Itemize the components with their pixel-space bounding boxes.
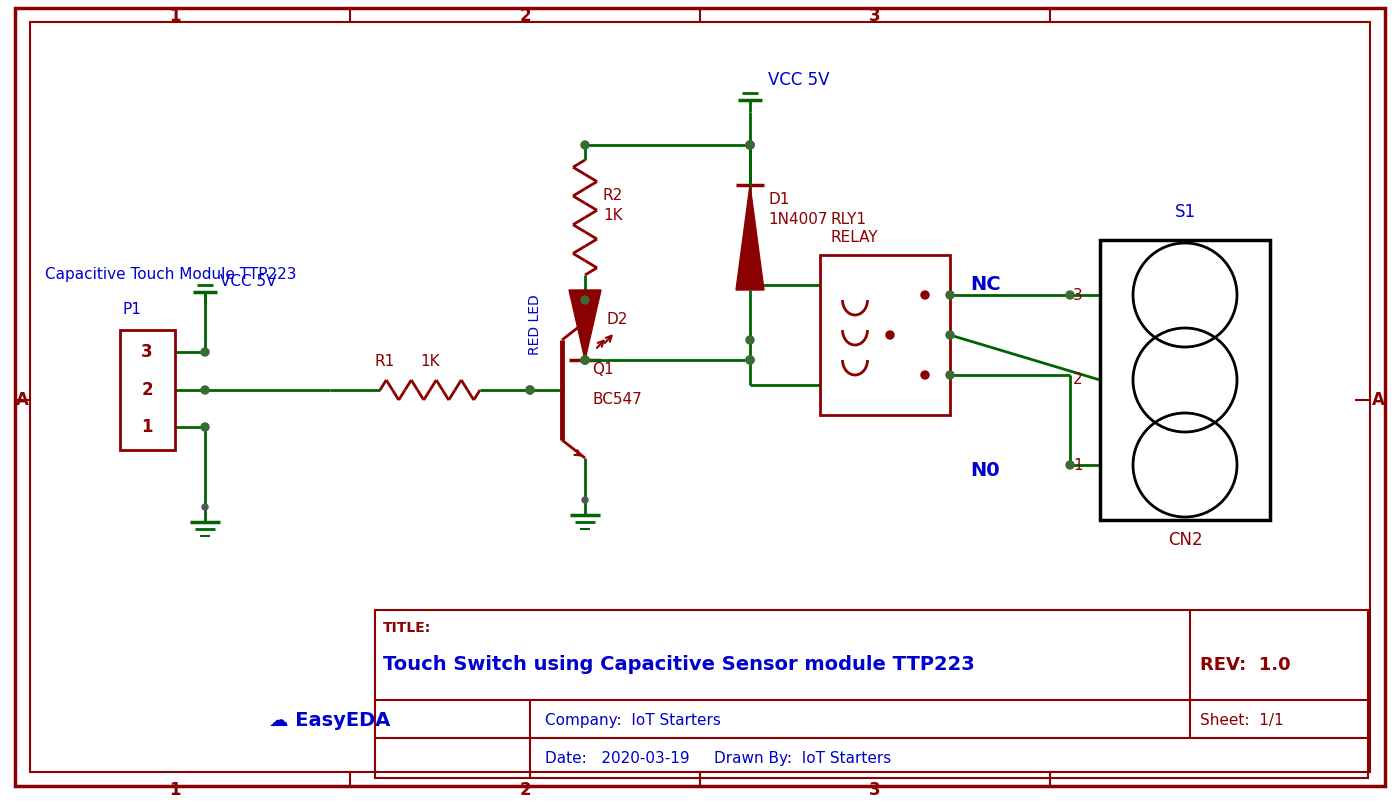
Circle shape: [746, 336, 755, 344]
Text: 3: 3: [141, 343, 153, 361]
Text: 2: 2: [141, 381, 153, 399]
Text: ☁ EasyEDA: ☁ EasyEDA: [269, 711, 391, 730]
Text: D2: D2: [608, 313, 629, 327]
Text: 1K: 1K: [603, 208, 623, 222]
Text: 1: 1: [169, 7, 181, 25]
Circle shape: [582, 497, 588, 503]
Circle shape: [746, 141, 755, 149]
Text: Sheet:  1/1: Sheet: 1/1: [1200, 712, 1284, 727]
Circle shape: [526, 386, 533, 394]
Circle shape: [581, 356, 589, 364]
Text: Capacitive Touch Module TTP223: Capacitive Touch Module TTP223: [45, 268, 297, 282]
Text: D1: D1: [769, 192, 790, 208]
Bar: [820, 255, 951, 415]
Circle shape: [946, 331, 953, 339]
Circle shape: [581, 356, 589, 364]
Text: VCC 5V: VCC 5V: [220, 274, 277, 290]
Text: RLY1: RLY1: [830, 213, 867, 228]
Bar: [120, 330, 175, 450]
Text: RED LED: RED LED: [528, 294, 542, 355]
Text: 2: 2: [519, 781, 531, 799]
Text: 1N4007: 1N4007: [769, 213, 827, 228]
Polygon shape: [736, 185, 764, 290]
Text: A: A: [15, 391, 28, 409]
Bar: [1100, 240, 1270, 520]
Text: NC: NC: [970, 276, 1001, 294]
Circle shape: [746, 356, 755, 364]
Text: BC547: BC547: [592, 392, 641, 407]
Text: 3: 3: [1074, 287, 1082, 302]
Text: 1: 1: [169, 781, 181, 799]
Circle shape: [581, 296, 589, 304]
Circle shape: [202, 423, 209, 431]
Text: 2: 2: [519, 7, 531, 25]
Text: Date:   2020-03-19     Drawn By:  IoT Starters: Date: 2020-03-19 Drawn By: IoT Starters: [545, 751, 892, 765]
Circle shape: [202, 386, 209, 394]
Circle shape: [581, 356, 589, 364]
Text: R2: R2: [603, 188, 623, 202]
Text: N0: N0: [970, 460, 1000, 480]
Text: 3: 3: [869, 781, 881, 799]
Circle shape: [746, 141, 755, 149]
Text: 1K: 1K: [420, 354, 440, 370]
Text: VCC 5V: VCC 5V: [769, 71, 829, 89]
Text: R1: R1: [375, 354, 395, 370]
Circle shape: [921, 291, 930, 299]
Bar: [375, 610, 1368, 778]
Circle shape: [946, 371, 953, 379]
Text: TITLE:: TITLE:: [384, 621, 431, 635]
Circle shape: [946, 291, 953, 299]
Circle shape: [1065, 461, 1074, 469]
Circle shape: [886, 331, 895, 339]
Text: 2: 2: [1074, 372, 1082, 387]
Circle shape: [746, 356, 755, 364]
Circle shape: [202, 348, 209, 356]
Text: Q1: Q1: [592, 363, 613, 378]
Text: 1: 1: [1074, 457, 1082, 472]
Circle shape: [921, 371, 930, 379]
Text: RELAY: RELAY: [830, 229, 878, 245]
Circle shape: [581, 141, 589, 149]
Text: 3: 3: [869, 7, 881, 25]
Text: S1: S1: [1175, 203, 1196, 221]
Text: A: A: [1372, 391, 1385, 409]
Circle shape: [202, 504, 209, 510]
Circle shape: [746, 141, 755, 149]
Text: REV:  1.0: REV: 1.0: [1200, 656, 1291, 674]
Text: P1: P1: [123, 302, 141, 318]
Text: Company:  IoT Starters: Company: IoT Starters: [545, 712, 721, 727]
Text: 1: 1: [141, 418, 153, 436]
Text: Touch Switch using Capacitive Sensor module TTP223: Touch Switch using Capacitive Sensor mod…: [384, 655, 974, 674]
Circle shape: [1065, 291, 1074, 299]
Polygon shape: [568, 290, 601, 360]
Text: CN2: CN2: [1168, 531, 1203, 549]
Circle shape: [526, 386, 533, 394]
